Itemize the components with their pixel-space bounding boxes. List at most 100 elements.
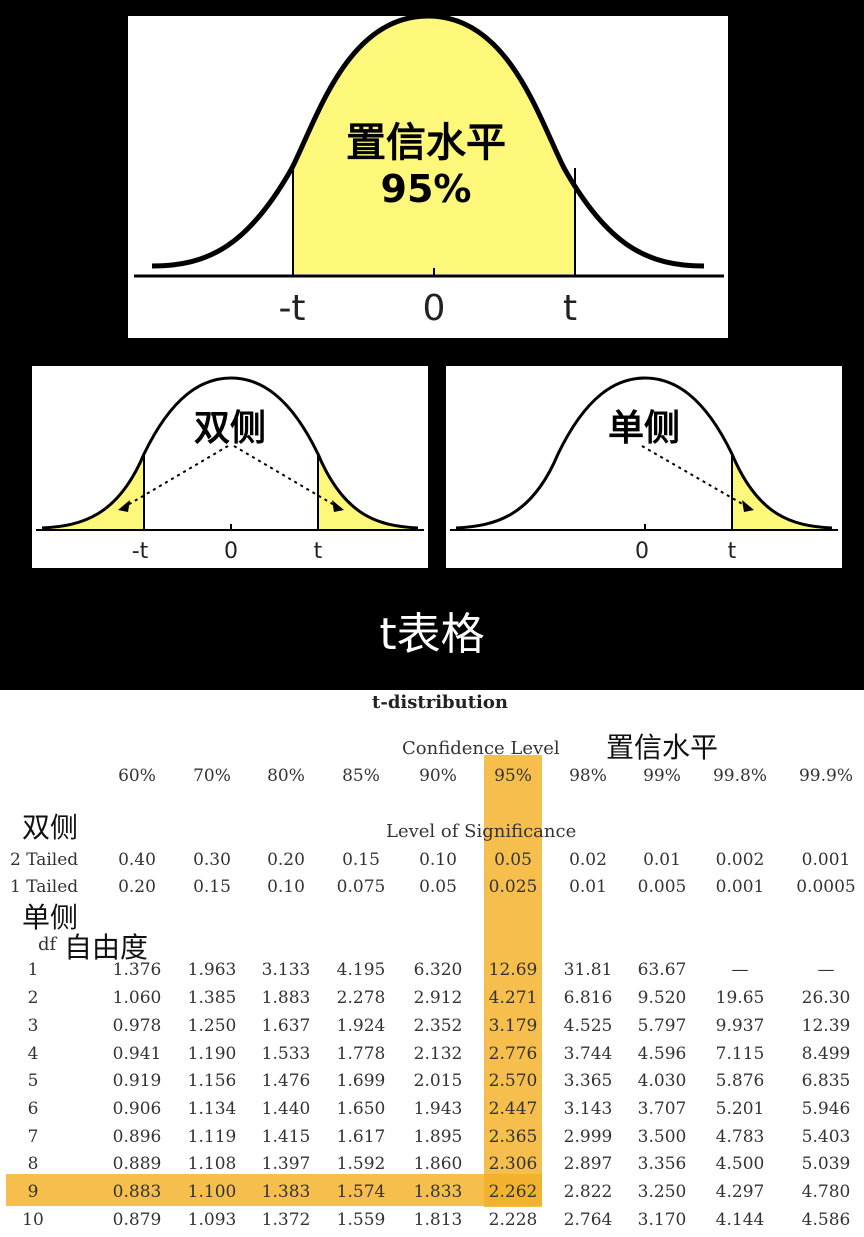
bell-curve (151, 16, 705, 269)
caption-one-tailed: 单侧 (608, 408, 680, 449)
table-cell: 1.376 (112, 960, 162, 980)
two-tailed-cell: 0.10 (419, 850, 457, 870)
table-cell: 1.943 (413, 1099, 463, 1119)
table-cell: 2.570 (488, 1071, 538, 1091)
two-tailed-cell: 0.40 (118, 850, 156, 870)
confidence-level-cell: 80% (267, 766, 305, 786)
caption-two-tailed: 双侧 (194, 408, 266, 449)
table-cell: 4.780 (801, 1182, 851, 1202)
table-cell: 5.946 (801, 1099, 851, 1119)
two-tailed-label: 2 Tailed (10, 850, 79, 870)
highlight-95-column (484, 755, 542, 1207)
table-cell: 5.876 (715, 1071, 765, 1091)
two-tailed-cell: 0.05 (494, 850, 532, 870)
table-cell: 8.499 (801, 1044, 851, 1064)
table-cell: 1.060 (112, 988, 162, 1008)
table-cell: 1.397 (261, 1154, 311, 1174)
table-cell: 6.320 (413, 960, 463, 980)
confidence-level-cell: 60% (118, 766, 156, 786)
table-cell: 2.228 (488, 1210, 538, 1230)
label-zero: 0 (635, 539, 649, 564)
table-cell: 4.500 (715, 1154, 765, 1174)
df-cell: 6 (27, 1099, 39, 1119)
df-cell: 7 (27, 1127, 39, 1147)
two-tailed-cell: 0.30 (193, 850, 231, 870)
arrow-head-left (118, 500, 130, 512)
one-tailed-diagram: 单侧 0 t (446, 366, 842, 568)
left-tail-fill (42, 454, 144, 529)
confidence-header: Confidence Level (402, 738, 560, 759)
table-cell: 4.586 (801, 1210, 851, 1230)
one-tailed-cell: 0.005 (637, 877, 687, 897)
table-cell: — (817, 960, 835, 980)
confidence-level-cell: 99.8% (712, 766, 767, 786)
label-t: t (728, 539, 737, 564)
table-cell: 1.134 (187, 1099, 237, 1119)
confidence-level-cell: 99.9% (798, 766, 853, 786)
df-note: 自由度 (64, 931, 149, 964)
normal-curve-one-tailed: 单侧 0 t (450, 376, 838, 564)
two-tailed-cell: 0.20 (267, 850, 305, 870)
table-cell: 1.108 (187, 1154, 237, 1174)
df-cell: 5 (27, 1071, 39, 1091)
pointer-left (125, 445, 229, 507)
df-cell: 8 (27, 1154, 39, 1174)
table-cell: 26.30 (801, 988, 851, 1008)
label-zero: 0 (423, 288, 446, 329)
table-cell: 1.617 (336, 1127, 386, 1147)
table-cell: 2.015 (413, 1071, 463, 1091)
confidence-level-cell: 95% (494, 766, 532, 786)
two-tailed-diagram: 双侧 -t 0 t (32, 366, 428, 568)
table-cell: 0.906 (112, 1099, 162, 1119)
two-tailed-cell: 0.002 (715, 850, 765, 870)
table-cell: 0.919 (112, 1071, 162, 1091)
table-cell: 1.924 (336, 1016, 386, 1036)
table-cell: 1.250 (187, 1016, 237, 1036)
table-cell: 3.744 (563, 1044, 613, 1064)
one-tailed-note: 单侧 (22, 901, 79, 934)
table-cell: 1.156 (187, 1071, 237, 1091)
table-cell: 0.896 (112, 1127, 162, 1147)
df-cell: 4 (27, 1044, 39, 1064)
table-cell: 1.100 (187, 1182, 237, 1202)
table-cell: 9.937 (715, 1016, 765, 1036)
table-cell: 1.833 (413, 1182, 463, 1202)
table-cell: 4.195 (336, 960, 386, 980)
table-cell: 6.816 (563, 988, 613, 1008)
table-cell: 1.883 (261, 988, 311, 1008)
table-cell: 1.895 (413, 1127, 463, 1147)
arrow-head-right (742, 500, 754, 512)
table-cell: 0.879 (112, 1210, 162, 1230)
arrow-head-right (332, 500, 344, 512)
table-cell: 1.533 (261, 1044, 311, 1064)
right-tail-fill (732, 454, 832, 529)
two-tailed-cell: 0.02 (569, 850, 607, 870)
df-label: df (38, 934, 57, 955)
one-tailed-cell: 0.20 (118, 877, 156, 897)
table-cell: 1.476 (261, 1071, 311, 1091)
table-cell: 4.030 (637, 1071, 687, 1091)
one-tailed-cell: 0.025 (488, 877, 538, 897)
confidence-level-cell: 90% (419, 766, 457, 786)
df-cell: 10 (22, 1210, 44, 1230)
section-title: t表格 (379, 609, 485, 660)
table-cell: 1.372 (261, 1210, 311, 1230)
table-cell: 2.278 (336, 988, 386, 1008)
table-cell: 2.352 (413, 1016, 463, 1036)
table-cell: 3.250 (637, 1182, 687, 1202)
table-cell: 3.143 (563, 1099, 613, 1119)
table-cell: 3.500 (637, 1127, 687, 1147)
table-cell: 7.115 (715, 1044, 765, 1064)
normal-curve-main: 置信水平 95% -t 0 t (134, 16, 724, 329)
table-cell: 2.306 (488, 1154, 538, 1174)
table-cell: 2.447 (488, 1099, 538, 1119)
table-cell: 1.860 (413, 1154, 463, 1174)
table-cell: 4.525 (563, 1016, 613, 1036)
one-tailed-cell: 0.075 (336, 877, 386, 897)
table-cell: 1.637 (261, 1016, 311, 1036)
table-cell: 1.699 (336, 1071, 386, 1091)
confidence-note: 置信水平 (606, 731, 719, 764)
central-area-fill (292, 16, 576, 274)
bell-curve (41, 376, 419, 530)
table-cell: 3.365 (563, 1071, 613, 1091)
